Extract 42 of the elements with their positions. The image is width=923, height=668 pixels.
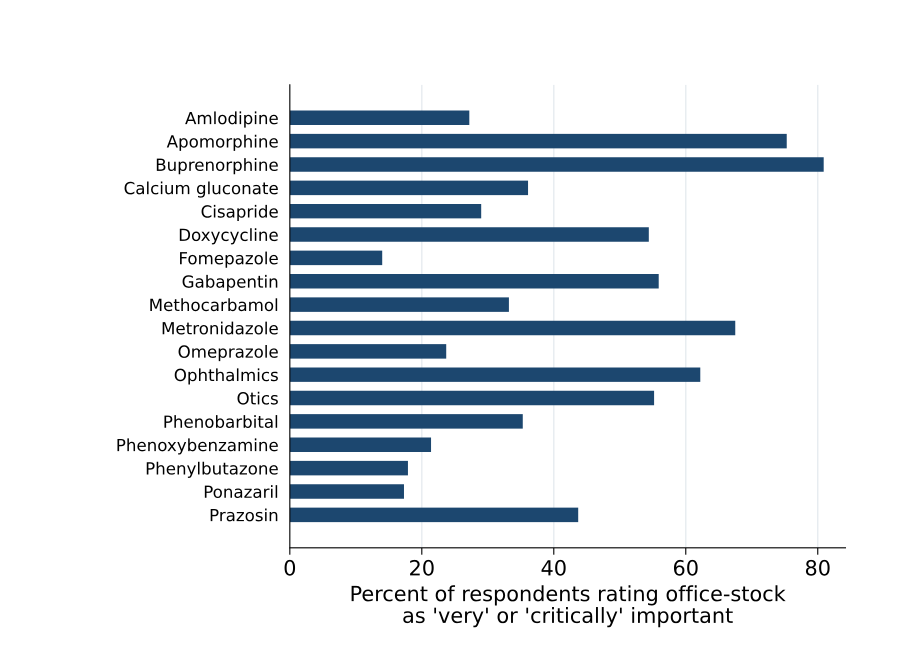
bar <box>290 320 736 336</box>
bar <box>290 110 470 126</box>
x-tick-label: 80 <box>806 560 830 576</box>
y-tick-label: Metronidazole <box>162 322 278 335</box>
y-tick-label: Phenylbutazone <box>146 462 278 478</box>
y-tick-label: Ophthalmics <box>174 368 278 384</box>
bar <box>290 438 432 452</box>
y-tick-label: Ponazaril <box>204 485 278 498</box>
bar <box>290 344 446 359</box>
bar <box>290 460 408 476</box>
bar <box>290 297 509 312</box>
y-tick-label: Cisapride <box>202 204 278 221</box>
x-tick-label: 0 <box>284 560 296 576</box>
y-tick-label: Doxycycline <box>180 228 278 244</box>
bar <box>290 274 659 289</box>
bar <box>290 204 482 218</box>
x-tick-label: 60 <box>674 560 698 576</box>
x-tick-label: 40 <box>542 560 566 576</box>
bar <box>290 367 700 382</box>
y-tick-label: Amlodipine <box>185 111 278 128</box>
y-tick-label: Otics <box>238 392 278 405</box>
bar <box>290 157 824 172</box>
x-tick-label: 20 <box>410 560 434 576</box>
y-tick-label: Gabapentin <box>182 274 278 292</box>
bar <box>290 390 654 406</box>
y-tick-label: Calcium gluconate <box>124 182 278 198</box>
y-tick-label: Phenoxybenzamine <box>117 438 278 455</box>
y-tick-label: Omeprazole <box>178 345 278 362</box>
bar <box>290 508 578 522</box>
y-tick-label: Fomepazole <box>180 252 278 268</box>
y-tick-label: Apomorphine <box>166 134 278 151</box>
x-axis-title: Percent of respondents rating office-stock as 'very' or 'critically' important <box>352 585 786 628</box>
y-tick-label: Buprenorphine <box>156 158 278 174</box>
bar <box>290 484 404 499</box>
bar <box>290 250 382 266</box>
y-tick-label: Phenobarbital <box>164 415 278 428</box>
bar <box>290 414 523 429</box>
bar <box>290 134 787 148</box>
y-tick-label: Prazosin <box>210 508 278 522</box>
bar <box>290 227 649 242</box>
y-tick-label: Methocarbamol <box>150 298 278 312</box>
bar <box>290 180 528 196</box>
